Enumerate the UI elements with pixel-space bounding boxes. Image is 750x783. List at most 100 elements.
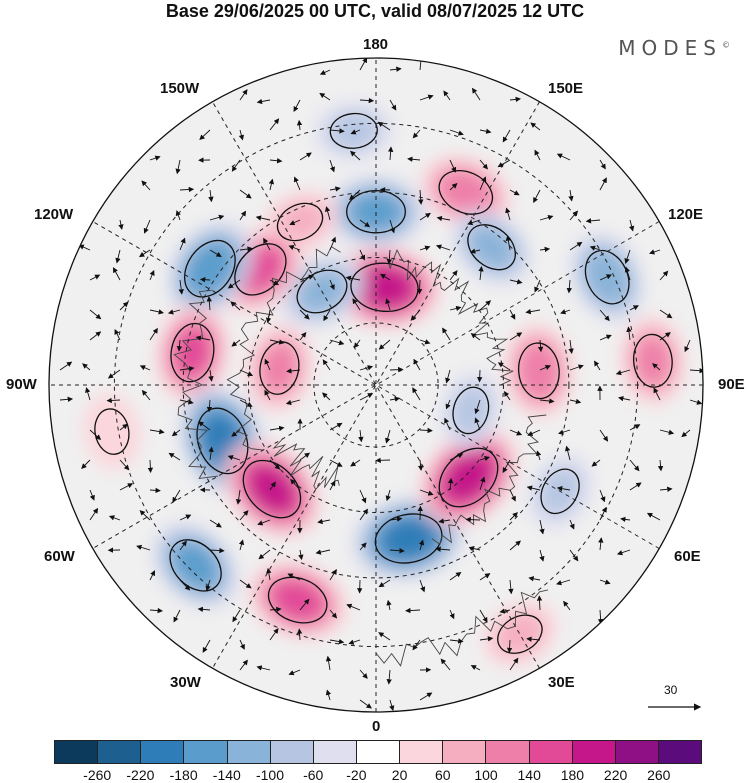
wind-arrow-icon xyxy=(479,300,492,311)
wind-arrow-icon xyxy=(410,309,421,321)
wind-arrow-icon xyxy=(594,360,601,371)
colorbar-cell xyxy=(615,741,659,763)
wind-arrow-icon xyxy=(258,549,271,560)
wind-arrow-icon xyxy=(470,333,481,341)
wind-arrow-icon xyxy=(468,545,481,552)
map-disc xyxy=(49,58,703,712)
colorbar-tick-label: 260 xyxy=(647,767,671,783)
wind-arrow-icon xyxy=(269,118,280,131)
anomaly-band xyxy=(351,193,401,230)
colorbar-cell xyxy=(55,741,99,763)
wind-arrow-icon xyxy=(299,598,310,611)
wind-arrow-icon xyxy=(359,97,375,104)
wind-arrow-icon xyxy=(315,549,331,555)
wind-arrow-icon xyxy=(227,279,241,289)
streamline-loop xyxy=(438,169,494,215)
wind-arrow-icon xyxy=(589,245,601,251)
anomaly-band xyxy=(379,516,438,561)
wind-arrow-icon xyxy=(389,547,405,554)
wind-arrow-icon xyxy=(238,129,245,141)
wind-arrow-icon xyxy=(526,636,541,642)
wind-arrow-icon xyxy=(380,273,391,281)
anomaly-band xyxy=(450,384,491,437)
wind-arrow-icon xyxy=(508,579,514,595)
graticule xyxy=(49,58,703,712)
map-boundary xyxy=(48,57,704,713)
wind-arrow-icon xyxy=(59,361,73,371)
wind-arrow-icon xyxy=(359,542,367,551)
wind-arrow-icon xyxy=(179,399,194,405)
wind-arrow-icon xyxy=(231,429,241,437)
wind-arrow-icon xyxy=(449,270,458,281)
wind-arrow-icon xyxy=(179,237,186,251)
wind-arrow-icon xyxy=(419,94,434,101)
wind-arrow-icon xyxy=(208,446,214,461)
wind-arrow-icon xyxy=(199,129,211,141)
wind-arrow-icon xyxy=(629,459,640,472)
lon-label-30w: 30W xyxy=(170,674,201,691)
wind-arrow-icon xyxy=(629,482,642,491)
wind-arrow-icon xyxy=(689,399,703,405)
colorbar-cell xyxy=(98,741,142,763)
wind-arrow-icon xyxy=(149,607,163,614)
anomaly-band xyxy=(469,226,514,269)
wind-arrow-icon xyxy=(599,309,610,322)
wind-arrow-icon xyxy=(479,636,494,642)
wind-arrow-icon xyxy=(499,608,511,614)
wind-arrow-icon xyxy=(449,159,457,173)
wind-arrow-icon xyxy=(143,219,151,234)
wind-arrow-icon xyxy=(149,309,164,315)
wind-arrow-icon xyxy=(167,309,181,315)
anomaly-contours xyxy=(94,112,673,654)
wind-arrow-icon xyxy=(569,364,584,371)
wind-arrow-icon xyxy=(299,274,315,281)
wind-arrow-icon xyxy=(387,146,394,161)
wind-arrow-icon xyxy=(470,665,481,671)
wind-arrow-icon xyxy=(197,606,211,613)
wind-arrow-icon xyxy=(566,279,572,294)
wind-arrow-icon xyxy=(329,236,336,251)
wind-arrow-icon xyxy=(269,627,279,641)
streamline-loop xyxy=(267,576,328,624)
wind-arrow-icon xyxy=(322,392,331,401)
wind-arrow-icon xyxy=(89,507,99,521)
wind-arrow-icon xyxy=(269,481,276,491)
colorbar-cell xyxy=(141,741,185,763)
wind-arrow-icon xyxy=(238,539,245,551)
wind-arrow-icon xyxy=(419,339,431,345)
wind-arrow-icon xyxy=(329,128,345,134)
colorbar-cell xyxy=(356,741,401,763)
colorbar-cell xyxy=(184,741,228,763)
wind-arrow-icon xyxy=(359,58,368,71)
wind-arrow-icon xyxy=(89,309,102,320)
wind-arrow-icon xyxy=(269,606,282,613)
wind-arrow-icon xyxy=(235,489,242,505)
wind-arrow-icon xyxy=(139,510,151,521)
wind-arrow-icon xyxy=(479,476,486,491)
wind-arrow-icon xyxy=(449,182,458,191)
wind-arrow-icon xyxy=(206,399,213,413)
wind-arrow-icon xyxy=(325,689,332,701)
wind-arrow-icon xyxy=(209,547,225,554)
wind-arrow-icon xyxy=(377,121,391,131)
wind-arrow-icon xyxy=(323,309,331,322)
wind-arrow-icon xyxy=(440,658,451,671)
wind-arrow-icon xyxy=(467,219,481,226)
anomaly-band xyxy=(261,343,298,393)
wind-arrow-icon xyxy=(389,516,403,522)
wind-arrow-icon xyxy=(569,549,579,562)
wind-arrow-icon xyxy=(263,237,271,251)
wind-arrow-icon xyxy=(449,638,464,644)
wind-arrow-icon xyxy=(569,210,579,221)
streamline-loop xyxy=(452,386,490,435)
wind-arrow-icon xyxy=(539,398,555,404)
wind-arrow-icon xyxy=(407,156,421,162)
wind-arrow-icon xyxy=(629,424,641,431)
wind-arrow-icon xyxy=(325,655,332,671)
wind-arrow-icon xyxy=(112,267,121,281)
wind-arrow-icon xyxy=(413,358,421,371)
wind-arrow-icon xyxy=(85,387,91,401)
coastline xyxy=(173,289,219,480)
wind-arrow-icon xyxy=(385,429,391,444)
